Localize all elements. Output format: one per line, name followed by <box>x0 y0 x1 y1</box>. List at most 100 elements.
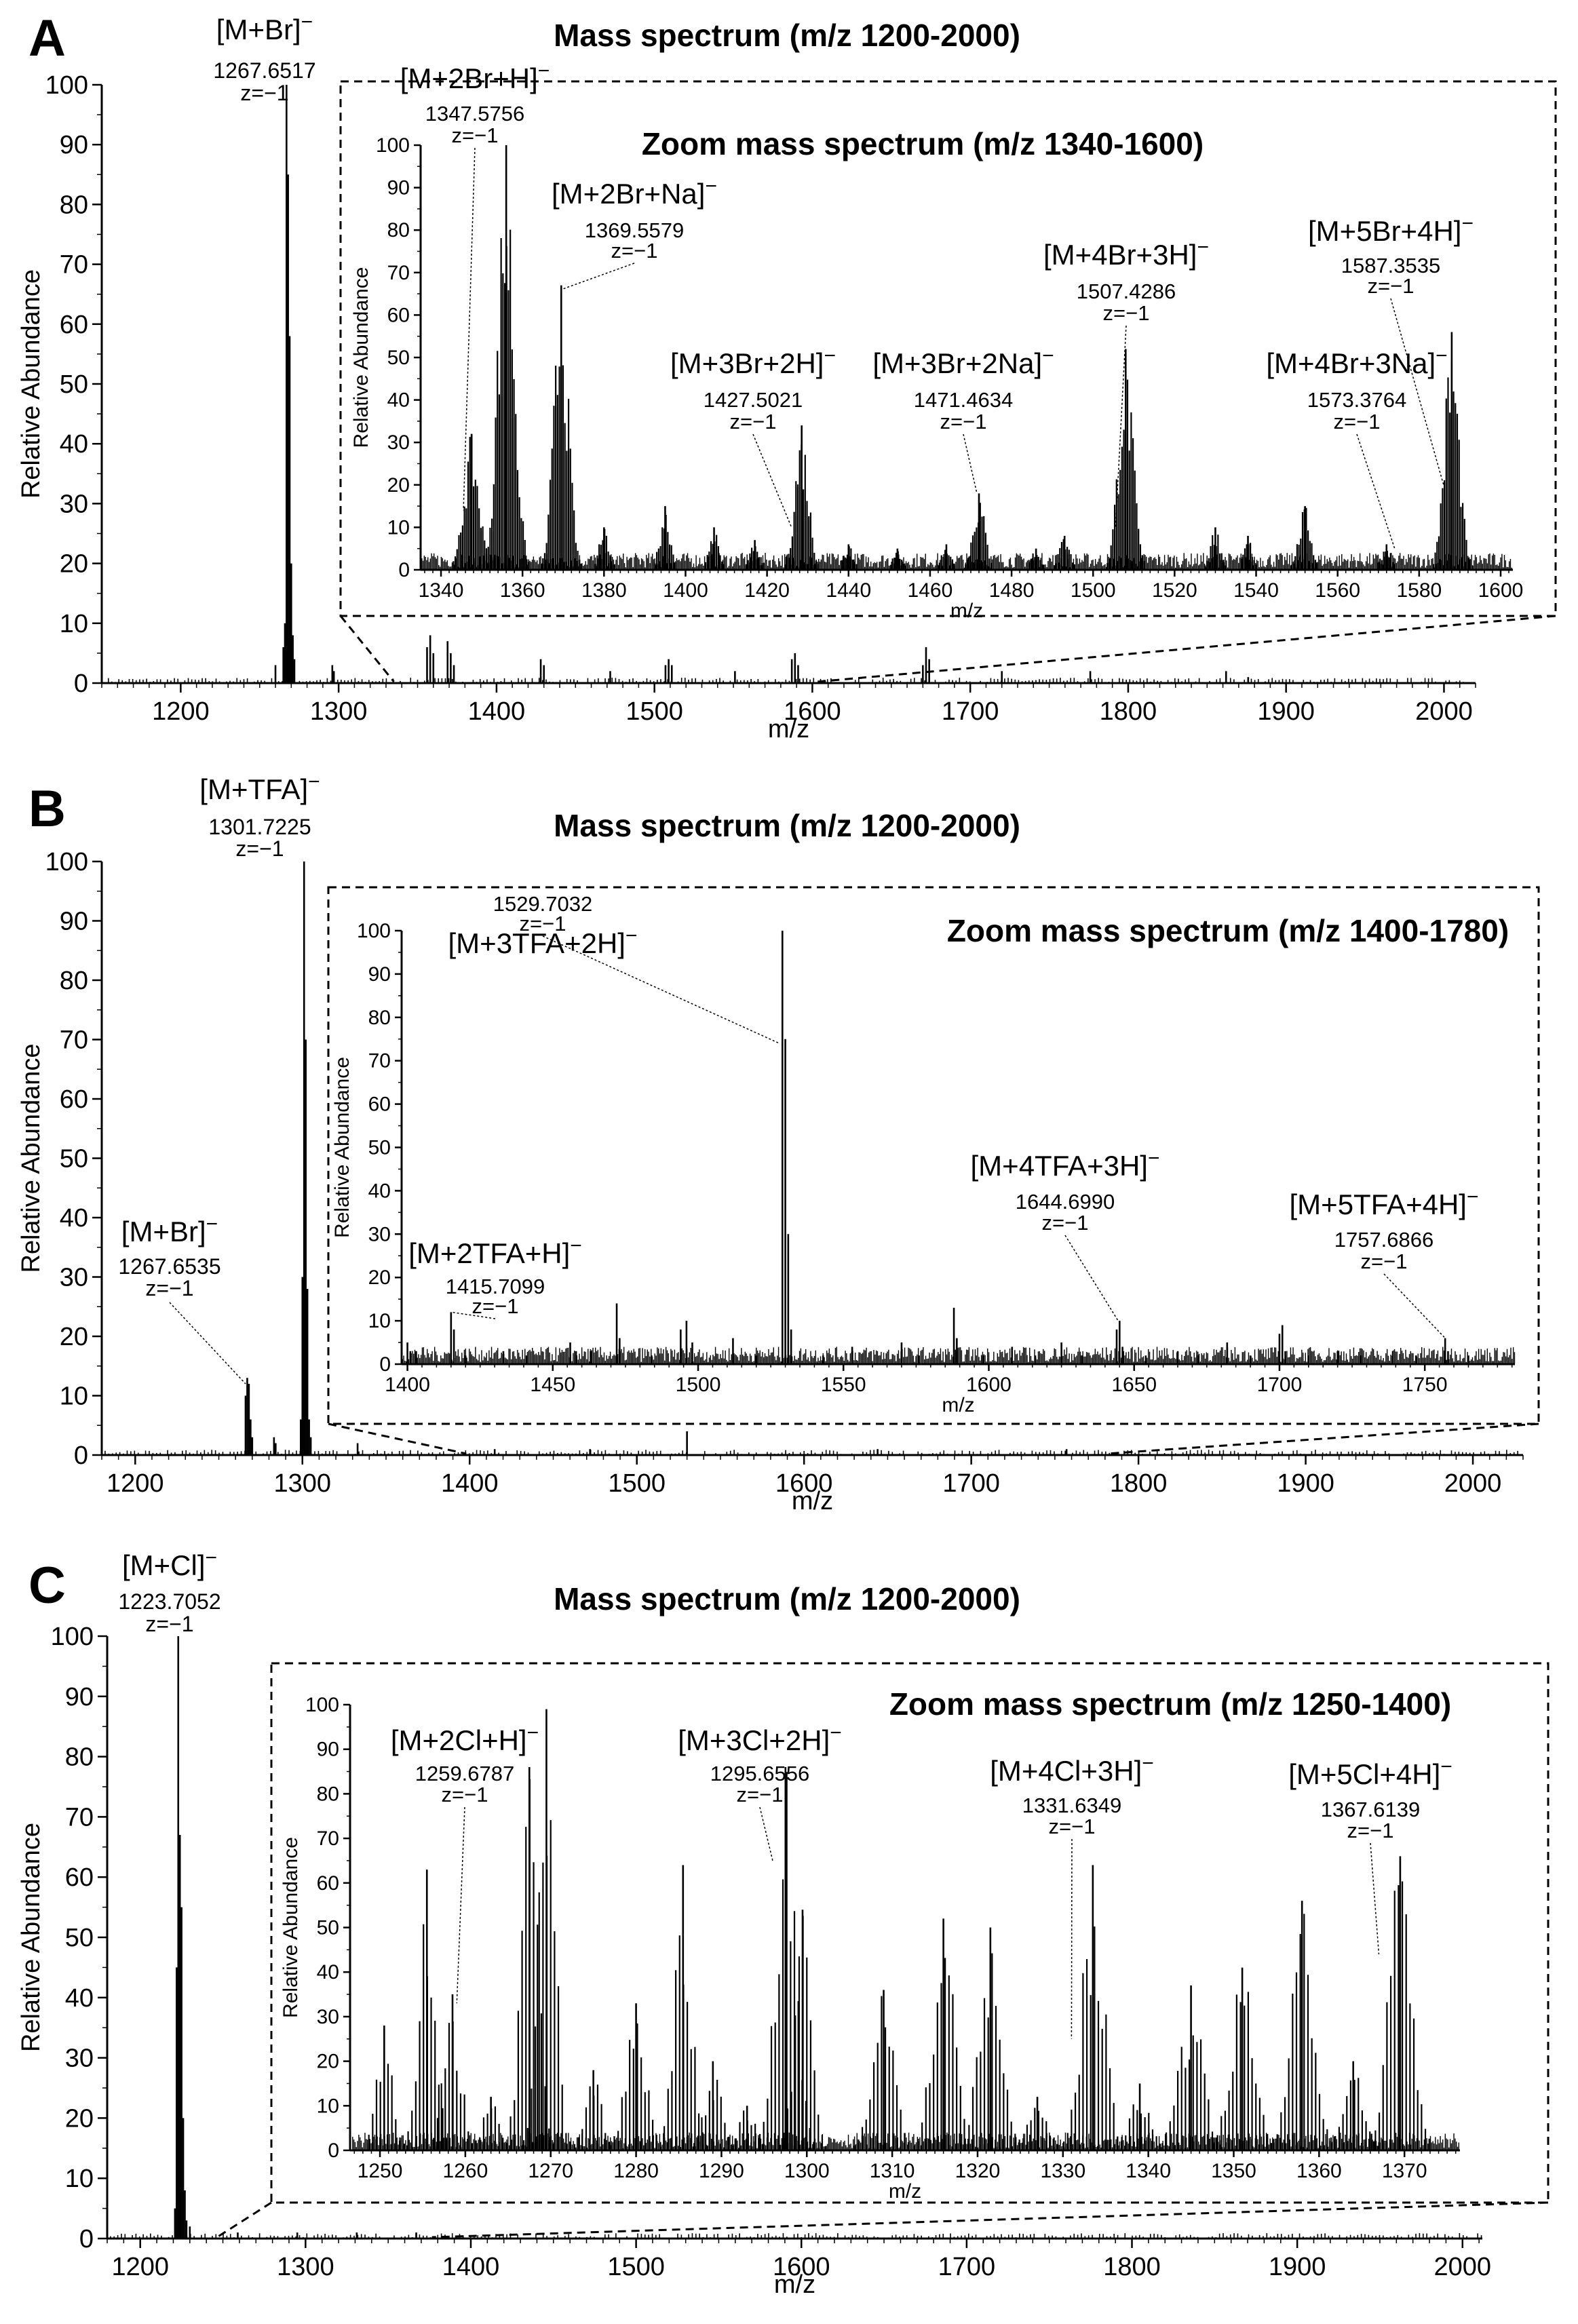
x-tick-label: 1420 <box>744 579 790 602</box>
x-tick-label: 1340 <box>1125 2160 1171 2182</box>
y-tick-label: 90 <box>317 1739 339 1761</box>
zoom-link-left <box>339 615 395 682</box>
mz-label: 1347.5756 <box>425 102 525 125</box>
y-tick-label: 40 <box>60 430 88 459</box>
mz-label: 1267.6517 <box>213 58 315 83</box>
leader-line <box>1115 325 1127 528</box>
y-tick-label: 70 <box>317 1827 339 1850</box>
mz-label: 1644.6990 <box>1016 1190 1115 1214</box>
y-tick-label: 0 <box>398 559 410 581</box>
x-axis-title: m/z <box>889 2180 921 2203</box>
ion-label: [M+5TFA+4H]− <box>1290 1186 1479 1220</box>
y-tick-label: 0 <box>74 670 88 698</box>
x-tick-label: 1200 <box>107 1469 164 1498</box>
y-tick-label: 20 <box>317 2051 339 2073</box>
y-tick-label: 80 <box>387 219 410 241</box>
y-tick-label: 0 <box>328 2139 339 2162</box>
y-tick-label: 80 <box>60 967 88 995</box>
panel-c: C Mass spectrum (m/z 1200-2000) 0 10 20 30 40 5… <box>17 1547 1550 2299</box>
y-tick-label: 50 <box>317 1917 339 1939</box>
y-axis-title: Relative Abundance <box>280 1837 302 2018</box>
x-tick-label: 1400 <box>442 2253 500 2281</box>
charge-superscript: − <box>1436 345 1448 367</box>
charge-label: z=−1 <box>472 1294 519 1318</box>
x-tick-label: 1800 <box>1110 1469 1168 1498</box>
x-tick-label: 1270 <box>528 2160 573 2182</box>
charge-label: z=−1 <box>520 912 566 935</box>
x-axis-title: m/z <box>942 1394 974 1416</box>
y-tick-label: 60 <box>60 311 88 339</box>
x-tick-label: 1300 <box>277 2253 334 2281</box>
x-axis-title: m/z <box>950 600 983 622</box>
y-tick-label: 30 <box>65 2045 94 2073</box>
y-tick-label: 100 <box>305 1694 339 1716</box>
charge-label: z=−1 <box>145 1612 193 1636</box>
y-tick-label: 50 <box>65 1924 94 1952</box>
charge-superscript: − <box>705 175 717 197</box>
x-tick-label: 1900 <box>1257 697 1315 726</box>
y-tick-label: 90 <box>60 908 88 936</box>
x-tick-label: 1800 <box>1100 697 1157 726</box>
x-tick-label: 1480 <box>989 579 1035 602</box>
mz-label: 1427.5021 <box>704 388 803 412</box>
x-tick-label: 1560 <box>1315 579 1360 602</box>
y-tick-label: 70 <box>60 251 88 279</box>
x-tick-label: 1580 <box>1396 579 1442 602</box>
y-tick-label: 40 <box>368 1180 391 1202</box>
ion-label: [M+2TFA+H]− <box>408 1235 582 1269</box>
charge-label: z=−1 <box>452 123 499 147</box>
x-tick-label: 1360 <box>500 579 545 602</box>
zoom-frame <box>339 80 1557 617</box>
y-tick-label: 40 <box>317 1961 339 1983</box>
x-tick-label: 1750 <box>1402 1374 1448 1396</box>
y-tick-label: 30 <box>60 1264 88 1292</box>
x-tick-label: 1550 <box>821 1374 866 1396</box>
panel-b: B Mass spectrum (m/z 1200-2000) 0 10 20 30 40 5… <box>17 771 1540 1515</box>
leader-line <box>963 433 978 494</box>
x-tick-label: 1700 <box>1257 1374 1303 1396</box>
y-tick-label: 80 <box>368 1007 391 1029</box>
y-tick-label: 10 <box>60 1382 88 1411</box>
leader-line <box>1064 1235 1119 1321</box>
x-tick-label: 1520 <box>1152 579 1197 602</box>
x-tick-label: 1200 <box>152 697 210 726</box>
y-tick-label: 100 <box>376 134 410 157</box>
mz-label: 1471.4634 <box>914 388 1014 412</box>
x-tick-label: 1650 <box>1111 1374 1157 1396</box>
charge-label: z=−1 <box>730 410 777 433</box>
charge-label: z=−1 <box>940 410 987 433</box>
ion-formula: [M+5TFA+4H] <box>1290 1188 1467 1220</box>
y-tick-label: 70 <box>60 1026 88 1055</box>
charge-superscript: − <box>824 345 836 367</box>
x-axis-title: m/z <box>774 2270 815 2299</box>
charge-superscript: − <box>570 1235 582 1257</box>
x-tick-label: 1320 <box>955 2160 1001 2182</box>
y-tick-label: 50 <box>368 1137 391 1159</box>
y-tick-label: 30 <box>60 490 88 518</box>
y-tick-label: 80 <box>60 191 88 219</box>
leader-line <box>1383 1273 1446 1339</box>
y-tick-label: 20 <box>60 1323 88 1351</box>
panel-letter: C <box>28 1557 66 1614</box>
y-tick-label: 30 <box>387 431 410 454</box>
zoom-link-left <box>328 1422 467 1455</box>
charge-label: z=−1 <box>611 239 658 263</box>
y-tick-label: 90 <box>60 131 88 159</box>
x-tick-label: 1300 <box>273 1469 331 1498</box>
x-tick-label: 1350 <box>1211 2160 1256 2182</box>
ion-formula: [M+3Br+2Na] <box>872 347 1042 379</box>
x-tick-label: 1380 <box>581 579 627 602</box>
zoom-title: Zoom mass spectrum (m/z 1250-1400) <box>889 1686 1451 1722</box>
x-tick-label: 1900 <box>1269 2253 1326 2281</box>
leader-line <box>463 147 476 511</box>
ion-label: [M+2Br+Na]− <box>552 175 717 210</box>
x-tick-label: 1600 <box>1478 579 1524 602</box>
y-tick-label: 40 <box>387 389 410 412</box>
leader-line <box>450 1311 496 1319</box>
ion-label: [M+4Br+3Na]− <box>1266 345 1447 379</box>
ion-label: [M+3Br+2Na]− <box>872 345 1054 379</box>
x-tick-label: 1500 <box>607 2253 665 2281</box>
x-tick-label: 1310 <box>870 2160 915 2182</box>
x-tick-label: 1200 <box>111 2253 169 2281</box>
charge-superscript: − <box>1042 345 1054 367</box>
